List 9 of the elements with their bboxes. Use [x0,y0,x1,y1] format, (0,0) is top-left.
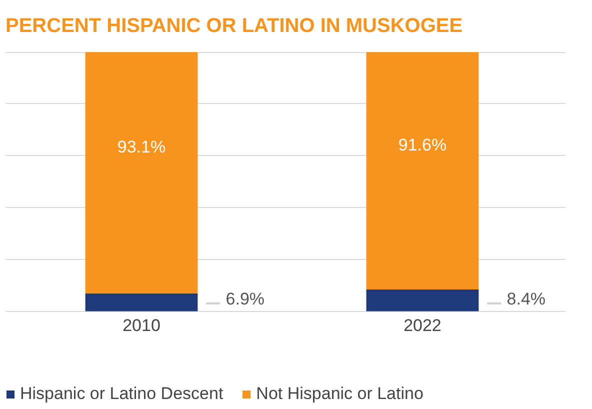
x-tick-label: 2022 [404,316,442,335]
data-label: 8.4% [506,290,546,309]
data-label: 6.9% [226,290,265,309]
legend-label: Not Hispanic or Latino [256,384,424,404]
legend-label: Hispanic or Latino Descent [20,384,224,404]
x-tick-label: 2010 [122,316,160,335]
data-label: 91.6% [398,135,447,154]
chart-title: PERCENT HISPANIC OR LATINO IN MUSKOGEE [6,15,463,37]
data-label: 93.1% [117,137,166,156]
